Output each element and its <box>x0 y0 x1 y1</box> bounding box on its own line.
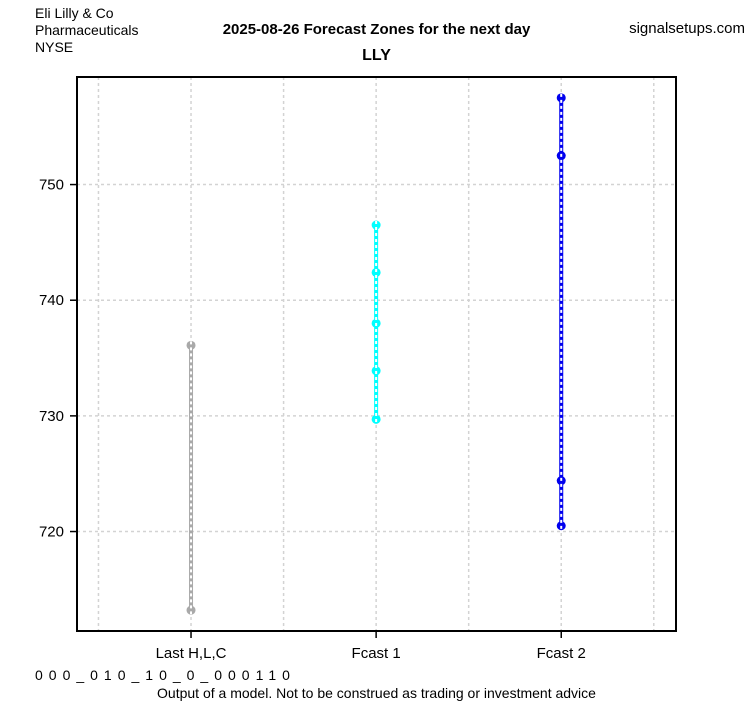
data-point <box>371 267 381 277</box>
data-point <box>371 220 381 230</box>
signal-code: 000_010_10_0_000110 <box>35 667 296 683</box>
chart-title: LLY <box>362 47 391 64</box>
x-tick-label: Fcast 2 <box>537 645 586 662</box>
x-tick-label: Last H,L,C <box>156 645 227 662</box>
data-point <box>556 521 566 531</box>
website-link: signalsetups.com <box>629 20 745 37</box>
sector-name: Pharmaceuticals <box>35 22 139 38</box>
plot-border <box>76 76 677 632</box>
data-point <box>556 93 566 103</box>
data-point <box>186 340 196 350</box>
disclaimer-text: Output of a model. Not to be construed a… <box>157 685 596 701</box>
y-tick-label: 720 <box>39 524 64 541</box>
ticker-info-block: Eli Lilly & Co Pharmaceuticals NYSE <box>35 5 139 56</box>
company-name: Eli Lilly & Co <box>35 5 114 21</box>
data-point <box>371 366 381 376</box>
data-point <box>186 605 196 615</box>
y-tick-label: 750 <box>39 177 64 194</box>
forecast-header: 2025-08-26 Forecast Zones for the next d… <box>222 21 531 38</box>
exchange-name: NYSE <box>35 39 74 55</box>
y-tick-label: 740 <box>39 292 64 309</box>
y-tick-label: 730 <box>39 408 64 425</box>
x-tick-label: Fcast 1 <box>352 645 401 662</box>
